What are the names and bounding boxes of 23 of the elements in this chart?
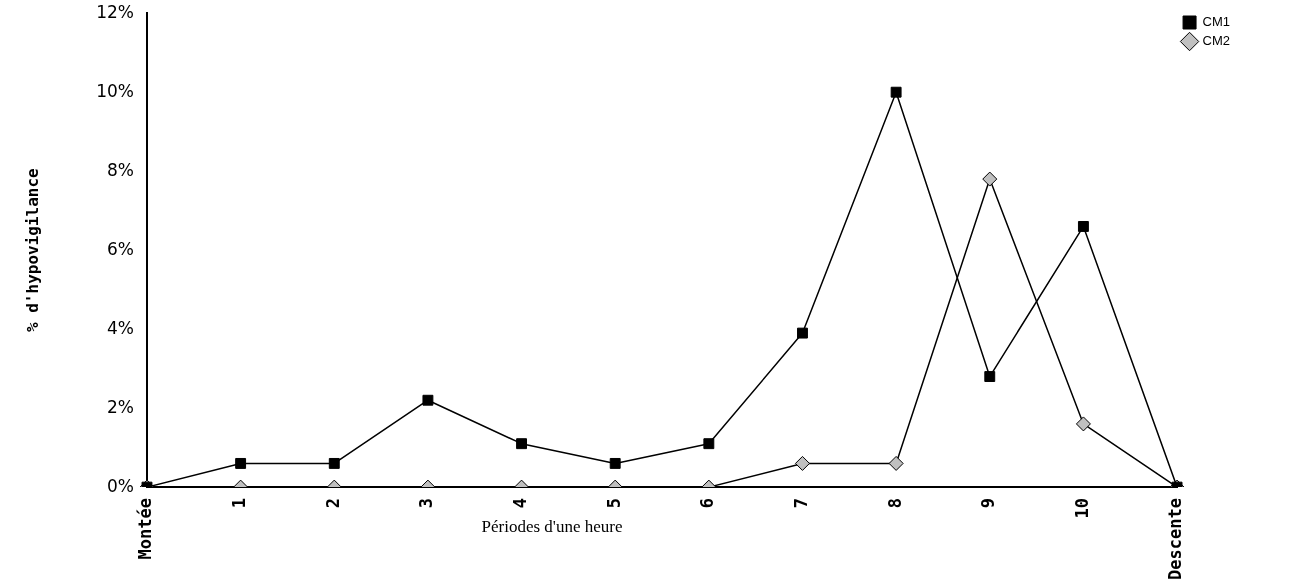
x-tick-label: 3 — [416, 498, 437, 509]
x-tick-label: 5 — [603, 498, 624, 509]
y-tick-label: 10% — [96, 80, 134, 101]
x-tick-label: 4 — [509, 498, 530, 509]
x-tick-label: 6 — [697, 498, 718, 509]
x-axis-title: Périodes d'une heure — [481, 516, 623, 536]
legend-label: CM1 — [1202, 14, 1231, 30]
y-tick-label: 0% — [107, 475, 134, 496]
x-tick-label: Descente — [1165, 498, 1186, 581]
legend-label: CM2 — [1202, 33, 1231, 49]
x-tick-label: 1 — [229, 498, 250, 509]
y-tick-label: 4% — [107, 317, 134, 338]
y-axis-title: % d'hypovigilance — [22, 168, 42, 333]
x-tick-label: 8 — [884, 498, 905, 509]
x-tick-label: Montée — [135, 498, 156, 560]
y-tick-label: 12% — [96, 1, 134, 22]
y-tick-label: 2% — [107, 396, 134, 417]
x-tick-label: 2 — [322, 498, 343, 509]
y-tick-label: 8% — [107, 159, 134, 180]
x-tick-label: 9 — [978, 498, 999, 509]
y-tick-label: 6% — [107, 238, 134, 259]
x-tick-label: 7 — [790, 498, 811, 509]
x-tick-label: 10 — [1071, 498, 1092, 519]
